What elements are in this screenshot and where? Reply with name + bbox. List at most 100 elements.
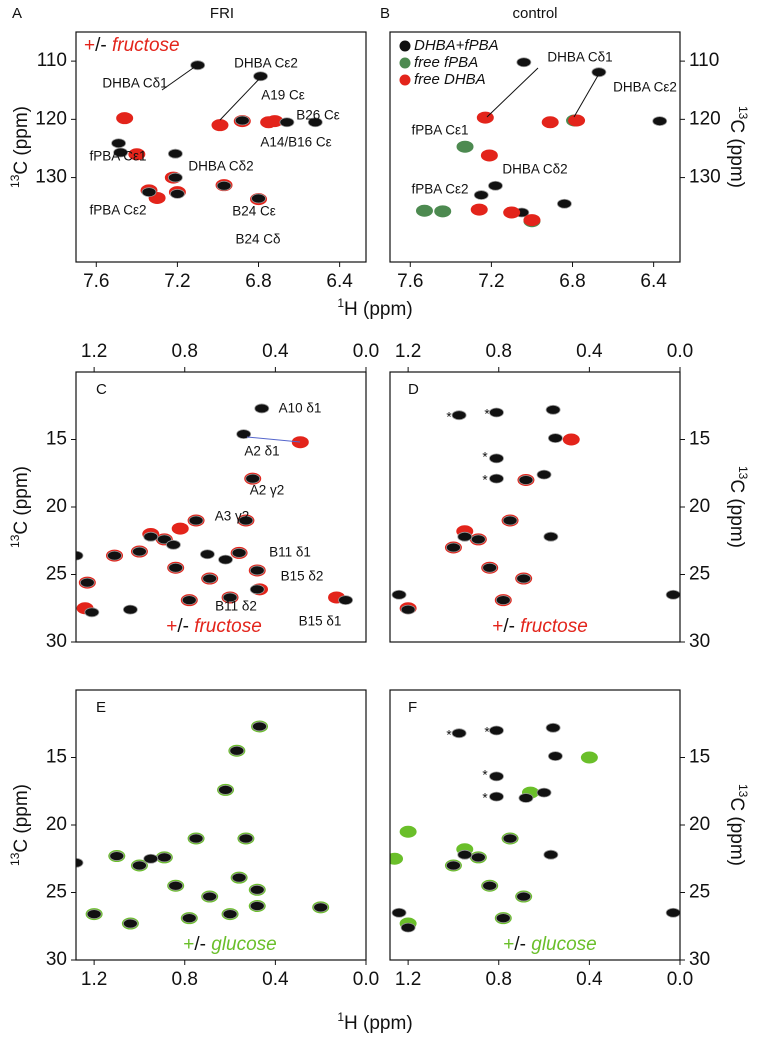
peak bbox=[168, 562, 184, 573]
y-tick-label: 120 bbox=[35, 108, 67, 129]
superscript: 13 bbox=[8, 534, 22, 548]
peak bbox=[211, 119, 229, 132]
peak bbox=[516, 57, 532, 68]
x-tick-label: 6.8 bbox=[559, 271, 585, 292]
peak bbox=[171, 522, 189, 535]
peak bbox=[391, 589, 407, 600]
peak bbox=[229, 745, 245, 756]
y-tick-label: 120 bbox=[689, 108, 721, 129]
panel-letter: E bbox=[96, 699, 106, 716]
legend-plus: + bbox=[166, 616, 177, 637]
label-main: C (ppm) bbox=[11, 106, 32, 175]
superscript: 1 bbox=[337, 296, 344, 310]
peak bbox=[231, 548, 247, 558]
peak bbox=[502, 515, 518, 526]
annotation: DHBA Cε2 bbox=[234, 56, 298, 71]
peak bbox=[122, 918, 138, 929]
peak bbox=[338, 595, 354, 606]
x-tick-label: 0.0 bbox=[353, 969, 379, 990]
peak bbox=[188, 515, 204, 526]
peak bbox=[143, 531, 159, 542]
panel-title: FRI bbox=[210, 5, 234, 22]
peak bbox=[518, 793, 534, 803]
legend-label: free DHBA bbox=[414, 71, 486, 88]
peak bbox=[79, 577, 95, 588]
peak bbox=[279, 117, 295, 128]
peak bbox=[541, 116, 559, 129]
annotation: * bbox=[482, 768, 488, 783]
panel-letter: F bbox=[408, 699, 417, 716]
peak bbox=[251, 193, 266, 204]
legend-sep: /- bbox=[194, 934, 206, 955]
label-main: C (ppm) bbox=[726, 119, 747, 188]
peak bbox=[168, 880, 184, 891]
peak bbox=[562, 433, 580, 446]
plot-area bbox=[76, 403, 354, 618]
annotation: fPBA Cε2 bbox=[89, 203, 146, 218]
peak bbox=[166, 539, 181, 550]
plot-area bbox=[76, 720, 330, 930]
peak bbox=[456, 140, 474, 153]
peak bbox=[489, 725, 504, 736]
peak bbox=[156, 852, 172, 863]
peak bbox=[516, 573, 532, 584]
annotation: * bbox=[484, 725, 490, 740]
annotation: B26 Cε bbox=[296, 108, 340, 123]
peak bbox=[76, 857, 84, 868]
x-tick-label: 7.6 bbox=[397, 271, 423, 292]
leader-line bbox=[161, 65, 197, 91]
y-tick-label: 20 bbox=[689, 496, 710, 517]
peak bbox=[249, 565, 265, 576]
peak bbox=[236, 429, 252, 440]
peak bbox=[222, 592, 238, 603]
x-tick-label: 0.0 bbox=[667, 341, 693, 362]
peak bbox=[167, 148, 183, 159]
plot-area bbox=[390, 722, 680, 933]
peak bbox=[116, 112, 134, 125]
peak bbox=[391, 907, 407, 918]
y-tick-label: 25 bbox=[689, 882, 710, 903]
legend-label: DHBA+fPBA bbox=[414, 37, 499, 54]
peak bbox=[489, 407, 504, 418]
y-tick-label: 15 bbox=[46, 747, 67, 768]
y-tick-label: 15 bbox=[689, 747, 710, 768]
label-main: C (ppm) bbox=[11, 466, 32, 535]
legend-sep: /- bbox=[503, 616, 515, 637]
superscript: 13 bbox=[8, 174, 22, 188]
annotation: DHBA Cδ1 bbox=[102, 76, 167, 91]
y-tick-label: 30 bbox=[689, 631, 710, 652]
peak bbox=[591, 67, 607, 78]
plot-area bbox=[415, 57, 668, 228]
legend-word: fructose bbox=[194, 616, 262, 637]
peak bbox=[216, 180, 232, 191]
label-main: H (ppm) bbox=[344, 1013, 413, 1034]
peak bbox=[249, 884, 265, 895]
legend-plus: + bbox=[84, 35, 95, 56]
peak bbox=[400, 604, 416, 615]
peak bbox=[652, 116, 668, 126]
legend: +/- glucose bbox=[183, 934, 277, 955]
legend-sep: /- bbox=[514, 934, 526, 955]
peak bbox=[451, 728, 467, 739]
peak bbox=[238, 833, 254, 844]
panel: 1.2 0.8 0.4 0.0 15 20 25 30 13C (ppm) F +/- glucos… bbox=[389, 689, 750, 990]
plot-frame bbox=[389, 371, 681, 643]
peak bbox=[482, 562, 498, 573]
peak bbox=[128, 148, 146, 161]
x-tick-label: 1.2 bbox=[81, 969, 107, 990]
peak bbox=[495, 913, 511, 924]
panel: 1.2 0.8 0.4 0.0 15 20 25 30 13C (ppm) C +/- fructo… bbox=[8, 341, 379, 652]
superscript: 13 bbox=[8, 852, 22, 866]
peak bbox=[470, 534, 486, 545]
peak bbox=[518, 475, 534, 485]
legend: +/- fructose bbox=[492, 616, 588, 637]
peak bbox=[489, 771, 504, 782]
legend-word: fructose bbox=[112, 35, 180, 56]
y-tick-label: 110 bbox=[689, 50, 719, 71]
peak bbox=[473, 190, 489, 200]
legend-marker bbox=[399, 57, 411, 69]
peak bbox=[482, 880, 498, 891]
